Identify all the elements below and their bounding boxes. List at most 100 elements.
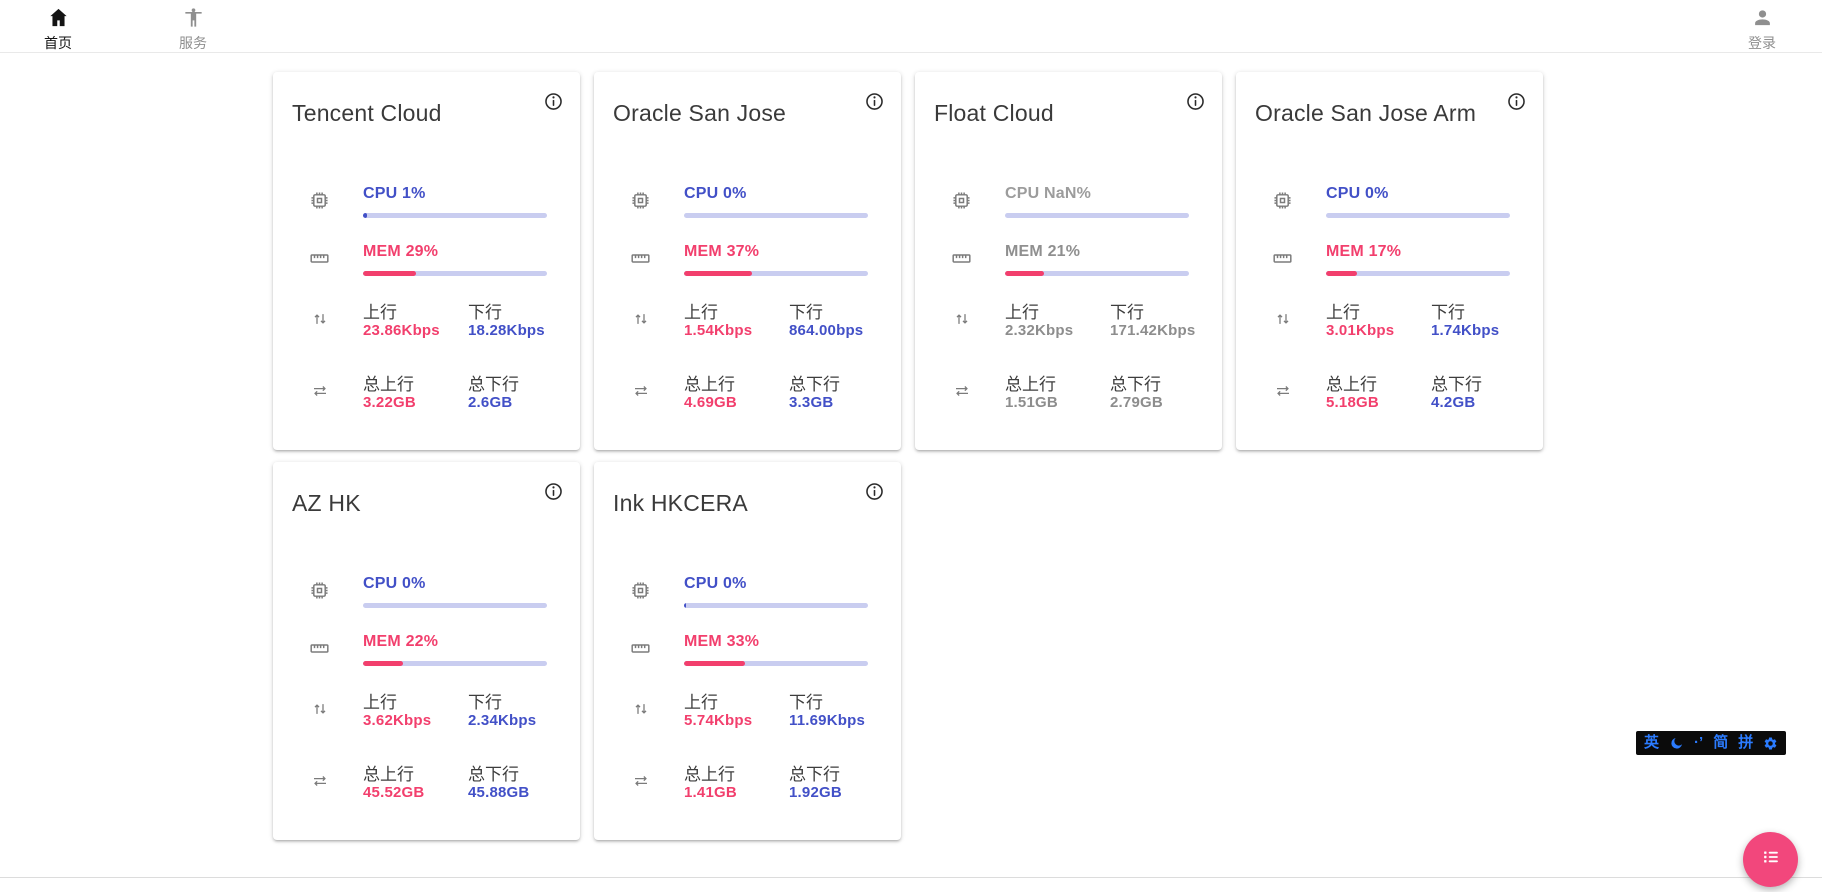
up-down-arrows-icon xyxy=(953,310,971,328)
download-rate-value: 1.74Kbps xyxy=(1431,322,1500,339)
cpu-chip-icon xyxy=(309,580,330,601)
total-download-label: 总下行 xyxy=(468,765,519,784)
server-list-fab[interactable] xyxy=(1743,832,1798,887)
info-icon[interactable] xyxy=(1506,91,1527,112)
cpu-chip-icon xyxy=(630,190,651,211)
cpu-progress-bar xyxy=(363,213,547,218)
total-download-label: 总下行 xyxy=(468,375,519,394)
cpu-usage-text: CPU 0% xyxy=(1326,185,1389,202)
upload-label: 上行 xyxy=(1326,303,1360,322)
total-download-label: 总下行 xyxy=(1110,375,1161,394)
cpu-chip-icon xyxy=(630,580,651,601)
cpu-progress-fill xyxy=(363,213,367,218)
server-cards-grid: Tencent Cloud CPU 1% MEM 29% 上行 23.86Kbp… xyxy=(273,72,1543,840)
mem-progress-bar xyxy=(363,271,547,276)
person-icon xyxy=(1751,6,1774,34)
ruler-icon xyxy=(309,638,330,659)
up-down-arrows-icon xyxy=(311,700,329,718)
ime-simplified-indicator[interactable]: 简 xyxy=(1713,734,1729,751)
total-upload-label: 总上行 xyxy=(1326,375,1377,394)
cpu-progress-bar xyxy=(1005,213,1189,218)
server-name: Oracle San Jose xyxy=(613,100,787,126)
total-upload-label: 总上行 xyxy=(684,765,735,784)
upload-rate-value: 1.54Kbps xyxy=(684,322,753,339)
upload-label: 上行 xyxy=(684,303,718,322)
upload-rate-value: 2.32Kbps xyxy=(1005,322,1074,339)
cpu-chip-icon xyxy=(951,190,972,211)
total-upload-value: 1.41GB xyxy=(684,784,737,801)
download-rate-value: 11.69Kbps xyxy=(789,712,866,729)
server-card: Tencent Cloud CPU 1% MEM 29% 上行 23.86Kbp… xyxy=(273,72,580,450)
gear-icon[interactable] xyxy=(1763,736,1778,751)
upload-label: 上行 xyxy=(1005,303,1039,322)
cpu-usage-text: CPU 0% xyxy=(684,185,747,202)
mem-usage-text: MEM 33% xyxy=(684,633,760,650)
mem-progress-bar xyxy=(684,661,868,666)
total-upload-label: 总上行 xyxy=(363,375,414,394)
cpu-usage-text: CPU 0% xyxy=(363,575,426,592)
server-card: Oracle San Jose CPU 0% MEM 37% 上行 1.54Kb… xyxy=(594,72,901,450)
ime-pinyin-indicator[interactable]: 拼 xyxy=(1738,734,1754,751)
ime-lang-indicator[interactable]: 英 xyxy=(1644,734,1660,751)
download-rate-value: 864.00bps xyxy=(789,322,864,339)
cpu-progress-bar xyxy=(684,603,868,608)
ruler-icon xyxy=(309,248,330,269)
total-download-value: 45.88GB xyxy=(468,784,530,801)
ruler-icon xyxy=(951,248,972,269)
info-icon[interactable] xyxy=(864,481,885,502)
total-upload-value: 1.51GB xyxy=(1005,394,1058,411)
info-icon[interactable] xyxy=(864,91,885,112)
moon-icon[interactable] xyxy=(1669,736,1684,751)
total-upload-label: 总上行 xyxy=(684,375,735,394)
upload-rate-value: 3.01Kbps xyxy=(1326,322,1395,339)
swap-horizontal-icon xyxy=(953,382,971,400)
nav-item-label: 登录 xyxy=(1748,35,1776,51)
info-icon[interactable] xyxy=(1185,91,1206,112)
mem-progress-fill xyxy=(684,271,753,276)
top-nav-bar: 首页 服务 登录 xyxy=(0,0,1822,53)
mem-progress-bar xyxy=(363,661,547,666)
nav-item-home[interactable]: 首页 xyxy=(30,6,86,51)
ruler-icon xyxy=(630,638,651,659)
download-label: 下行 xyxy=(789,693,823,712)
download-label: 下行 xyxy=(1431,303,1465,322)
mem-progress-fill xyxy=(1005,271,1044,276)
server-card: Ink HKCERA CPU 0% MEM 33% 上行 5.74Kbps 下行… xyxy=(594,462,901,840)
server-name: Tencent Cloud xyxy=(292,100,442,126)
up-down-arrows-icon xyxy=(1274,310,1292,328)
ime-punctuation-indicator[interactable]: ·’ xyxy=(1694,734,1704,751)
total-download-label: 总下行 xyxy=(789,375,840,394)
mem-progress-fill xyxy=(684,661,745,666)
upload-rate-value: 3.62Kbps xyxy=(363,712,432,729)
nav-item-services[interactable]: 服务 xyxy=(165,6,221,51)
up-down-arrows-icon xyxy=(632,700,650,718)
mem-progress-fill xyxy=(363,271,417,276)
server-name: AZ HK xyxy=(292,490,361,516)
total-download-label: 总下行 xyxy=(789,765,840,784)
cpu-usage-text: CPU 1% xyxy=(363,185,426,202)
server-card: Float Cloud CPU NaN% MEM 21% 上行 2.32Kbps… xyxy=(915,72,1222,450)
footer-divider xyxy=(0,877,1822,892)
server-name: Oracle San Jose Arm xyxy=(1255,100,1477,126)
server-card: Oracle San Jose Arm CPU 0% MEM 17% 上行 3.… xyxy=(1236,72,1543,450)
info-icon[interactable] xyxy=(543,91,564,112)
nav-item-login[interactable]: 登录 xyxy=(1734,6,1790,51)
swap-horizontal-icon xyxy=(311,772,329,790)
mem-usage-text: MEM 37% xyxy=(684,243,760,260)
mem-progress-bar xyxy=(684,271,868,276)
swap-horizontal-icon xyxy=(311,382,329,400)
home-icon xyxy=(47,6,70,34)
swap-horizontal-icon xyxy=(632,382,650,400)
mem-progress-fill xyxy=(1326,271,1358,276)
info-icon[interactable] xyxy=(543,481,564,502)
nav-item-label: 首页 xyxy=(44,35,72,51)
download-rate-value: 18.28Kbps xyxy=(468,322,545,339)
download-label: 下行 xyxy=(468,693,502,712)
cpu-chip-icon xyxy=(1272,190,1293,211)
download-rate-value: 2.34Kbps xyxy=(468,712,537,729)
upload-rate-value: 23.86Kbps xyxy=(363,322,440,339)
cpu-progress-bar xyxy=(684,213,868,218)
cpu-progress-bar xyxy=(1326,213,1510,218)
up-down-arrows-icon xyxy=(311,310,329,328)
